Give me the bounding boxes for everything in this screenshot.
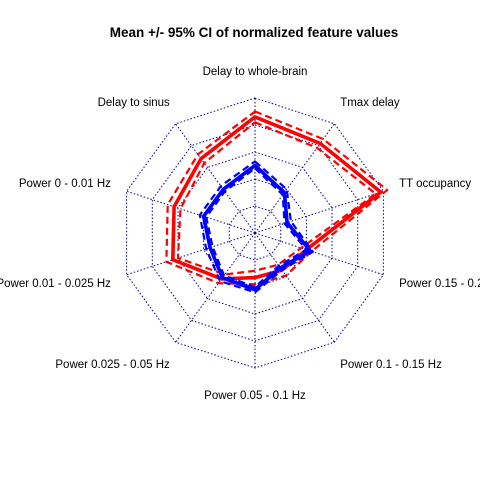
axis-label: Tmax delay (340, 97, 400, 109)
series-red-mean-line (171, 115, 383, 281)
grid-spoke (254, 232, 384, 276)
radar-series (165, 110, 389, 294)
axis-label: Power 0 - 0.01 Hz (19, 178, 111, 190)
series-red-ci-lower-line (176, 121, 377, 276)
grid-ring (126, 97, 384, 369)
axis-label: Power 0.01 - 0.025 Hz (0, 278, 111, 290)
axis-label: Delay to sinus (98, 97, 170, 109)
axis-label: Delay to whole-brain (203, 66, 308, 78)
series-blue-ci-upper-line (198, 160, 314, 294)
grid-spoke (126, 190, 256, 234)
grid-spoke (175, 232, 256, 343)
chart-title: Mean +/- 95% CI of normalized feature va… (110, 25, 398, 40)
grid-spoke (254, 190, 384, 234)
axis-label: Power 0.15 - 0.2 Hz (399, 278, 480, 290)
grid-spoke (175, 123, 256, 234)
axis-labels: Delay to whole-brain Tmax delay TT occupan… (0, 66, 480, 402)
grid-spoke (126, 232, 256, 276)
series-blue-ci-lower-line (205, 167, 308, 289)
grid-spoke (254, 232, 335, 343)
radar-grid (126, 97, 384, 369)
axis-label: Power 0.05 - 0.1 Hz (204, 390, 306, 402)
series-blue-mean-line (201, 163, 313, 292)
axis-label: Power 0.025 - 0.05 Hz (55, 359, 170, 371)
axis-label: Power 0.1 - 0.15 Hz (340, 359, 442, 371)
series-red-ci-upper-line (165, 110, 389, 286)
axis-label: TT occupancy (399, 178, 471, 190)
grid-ring (151, 124, 359, 342)
